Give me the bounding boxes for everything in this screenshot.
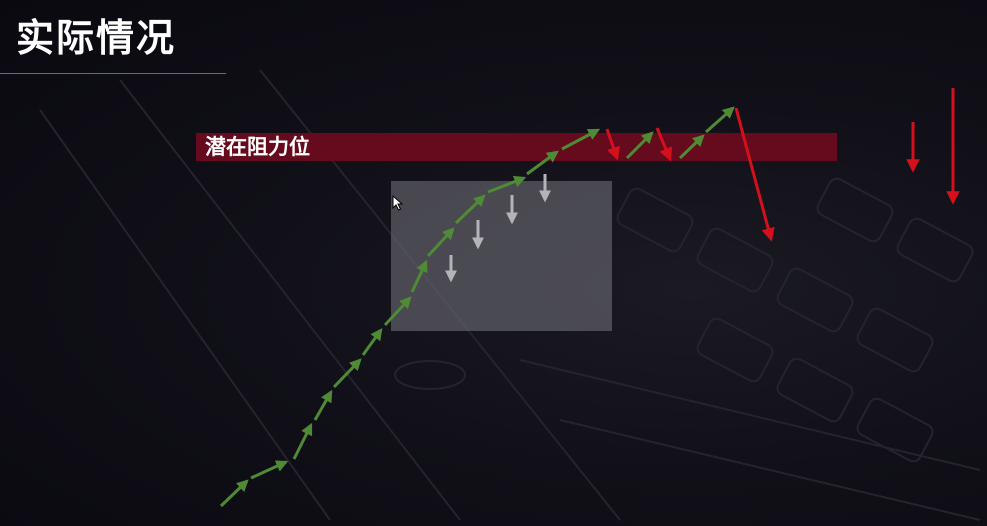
slide-title: 实际情况 — [16, 15, 177, 60]
resistance-band — [196, 133, 837, 161]
red-down-arrows — [605, 88, 960, 242]
resistance-band-label: 潜在阻力位 — [205, 134, 310, 159]
highlight-box — [391, 181, 612, 331]
green-up-arrows — [219, 106, 735, 508]
cursor-arrow-icon — [392, 195, 404, 211]
title-underline — [0, 73, 226, 74]
gray-down-arrows — [445, 174, 551, 283]
